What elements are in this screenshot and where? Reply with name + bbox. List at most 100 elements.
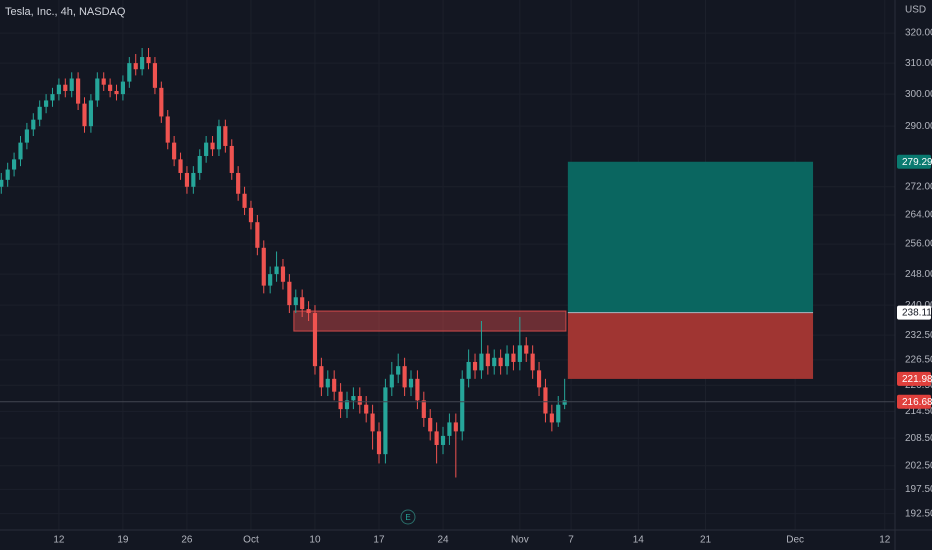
axes: 320.00 310.00 300.00 290.00 272.00 264.00 256.…: [53, 28, 932, 546]
x-tick-label: 26: [181, 535, 193, 546]
y-tick-label: 208.50: [905, 433, 932, 444]
candle-body: [504, 353, 510, 367]
candle-body: [216, 126, 222, 150]
candle-body: [421, 400, 426, 418]
price-badge-label: 279.29: [902, 157, 932, 168]
profit-zone: [567, 161, 814, 313]
x-tick-label: Oct: [243, 535, 259, 546]
candle-body: [492, 357, 497, 367]
candle-body: [293, 297, 298, 306]
candle-body: [24, 129, 29, 143]
x-tick-label: 12: [53, 535, 65, 546]
candle-body: [325, 378, 330, 388]
candle-body: [261, 247, 266, 286]
y-tick-label: 226.50: [905, 354, 932, 365]
candle-body: [460, 378, 465, 432]
candle-body: [389, 374, 394, 388]
y-tick-label: 290.00: [905, 121, 932, 132]
candle-body: [159, 87, 164, 117]
candle-body: [274, 266, 279, 275]
candle-body: [511, 353, 516, 362]
y-tick-label: 192.50: [905, 508, 932, 519]
candle-body: [31, 119, 36, 130]
x-tick-label: 14: [633, 535, 645, 546]
y-tick-label: 320.00: [905, 28, 932, 39]
candle-body: [447, 422, 452, 436]
price-badge: [897, 154, 931, 169]
candle-body: [82, 103, 87, 127]
candle-body: [114, 90, 119, 95]
candle-body: [428, 417, 433, 432]
y-tick-label: 310.00: [905, 58, 932, 69]
candle-body: [76, 78, 81, 104]
candle-body: [248, 207, 254, 223]
candle-body: [524, 345, 529, 354]
candle-body: [50, 94, 55, 101]
candle-body: [466, 361, 471, 379]
candle-body: [332, 378, 337, 392]
candle-body: [88, 100, 93, 127]
y-tick-label: 272.00: [905, 181, 932, 192]
candle-body: [357, 396, 362, 405]
earnings-label: E: [405, 513, 410, 522]
candle-body: [210, 142, 215, 150]
candle-body: [351, 396, 356, 401]
candle-body: [280, 266, 286, 282]
x-tick-label: 19: [117, 535, 129, 546]
candle-body: [108, 84, 113, 91]
candle-body: [140, 57, 145, 70]
y-tick-label: 214.50: [905, 406, 932, 417]
candle-body: [396, 366, 401, 375]
x-tick-label: 10: [309, 535, 321, 546]
candle-body: [543, 387, 548, 414]
earnings-icon[interactable]: [400, 509, 416, 525]
candle-body: [229, 145, 234, 173]
candle-body: [223, 126, 228, 146]
candle-body: [376, 431, 382, 455]
currency-label: USD: [905, 5, 926, 16]
candle-body: [5, 169, 10, 180]
candle-body: [242, 193, 247, 208]
candle-body: [172, 142, 177, 160]
candle-body: [197, 155, 202, 173]
resistance-zone: [293, 310, 567, 332]
candle-body: [95, 78, 100, 101]
price-badge: [897, 394, 931, 409]
candle-body: [319, 366, 324, 388]
candle-body: [312, 313, 318, 367]
y-tick-label: 202.50: [905, 460, 932, 471]
candle-body: [440, 435, 446, 445]
price-badge: [897, 371, 931, 386]
candle-body: [287, 281, 292, 306]
x-tick-label: 21: [700, 535, 712, 546]
candle-body: [69, 78, 74, 91]
y-tick-label: 240.00: [905, 300, 932, 311]
price-badge-label: 216.68: [902, 397, 932, 408]
y-tick-label: 256.00: [905, 239, 932, 250]
y-tick-label: 232.50: [905, 330, 932, 341]
candle-body: [133, 63, 138, 70]
candle-body: [12, 159, 17, 170]
candle-body: [536, 370, 542, 388]
candle-body: [498, 357, 503, 367]
candle-body: [178, 159, 183, 173]
candle-body: [101, 78, 106, 85]
candle-body: [383, 387, 388, 455]
candle-body: [37, 106, 42, 120]
candle-body: [18, 142, 23, 160]
candle-body: [479, 353, 484, 371]
candle-body: [344, 400, 350, 410]
candle-body: [370, 413, 375, 432]
candle-body: [415, 378, 420, 401]
x-tick-label: 7: [568, 535, 574, 546]
candle-body: [236, 172, 241, 194]
y-tick-label: 300.00: [905, 89, 932, 100]
candle-body: [44, 100, 49, 107]
candle-body: [364, 404, 369, 414]
candle-body: [453, 422, 458, 432]
candle-body: [562, 400, 567, 405]
candle-body: [434, 431, 439, 445]
plot: [0, 47, 895, 478]
candle-body: [530, 353, 535, 371]
